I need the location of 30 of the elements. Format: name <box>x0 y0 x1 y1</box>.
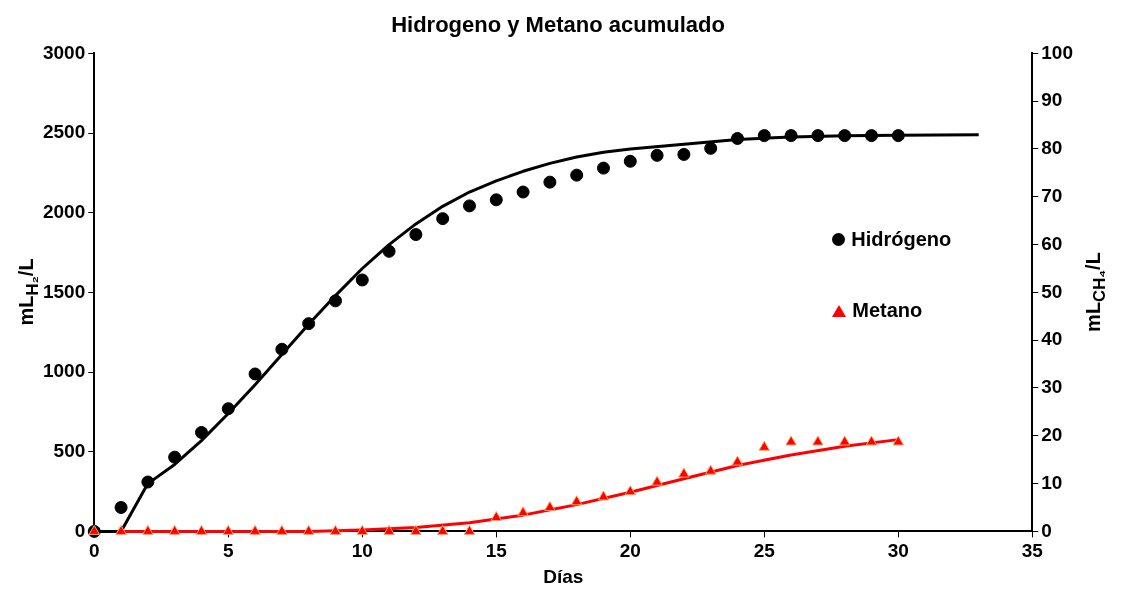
y2-tick-label: 100 <box>1041 41 1073 63</box>
y-tick-label: 1500 <box>42 280 86 302</box>
x-tick-label: 15 <box>485 540 508 562</box>
y2-tick-label: 30 <box>1041 376 1063 398</box>
y2-tick-label: 50 <box>1041 280 1063 302</box>
y-tick-label: 2000 <box>42 200 86 222</box>
x-axis-title: Días <box>543 565 584 587</box>
y2-tick-label: 70 <box>1041 185 1063 207</box>
y-tick-label: 0 <box>74 519 86 541</box>
y-tick-label: 500 <box>53 439 86 461</box>
x-tick-label: 5 <box>222 540 234 562</box>
y2-tick-label: 40 <box>1041 328 1063 350</box>
x-tick-label: 25 <box>753 540 776 562</box>
y2-tick-label: 60 <box>1041 232 1063 254</box>
x-tick-label: 10 <box>351 540 373 562</box>
y2-tick-label: 80 <box>1041 137 1063 159</box>
x-tick-label: 0 <box>88 540 100 562</box>
legend-label: Metano <box>852 299 923 323</box>
y2-tick-label: 90 <box>1041 89 1063 111</box>
x-tick-label: 20 <box>619 540 641 562</box>
y2-tick-label: 10 <box>1041 471 1063 493</box>
y-tick-label: 3000 <box>42 41 86 63</box>
x-tick-label: 30 <box>887 540 909 562</box>
y2-tick-label: 20 <box>1041 424 1063 446</box>
y-tick-label: 1000 <box>42 360 86 382</box>
x-tick-label: 35 <box>1021 540 1044 562</box>
legend-label: Hidrógeno <box>851 228 952 252</box>
y2-tick-label: 0 <box>1041 519 1052 541</box>
chart-title: Hidrogeno y Metano acumulado <box>391 12 725 38</box>
y-tick-label: 2500 <box>42 121 86 143</box>
